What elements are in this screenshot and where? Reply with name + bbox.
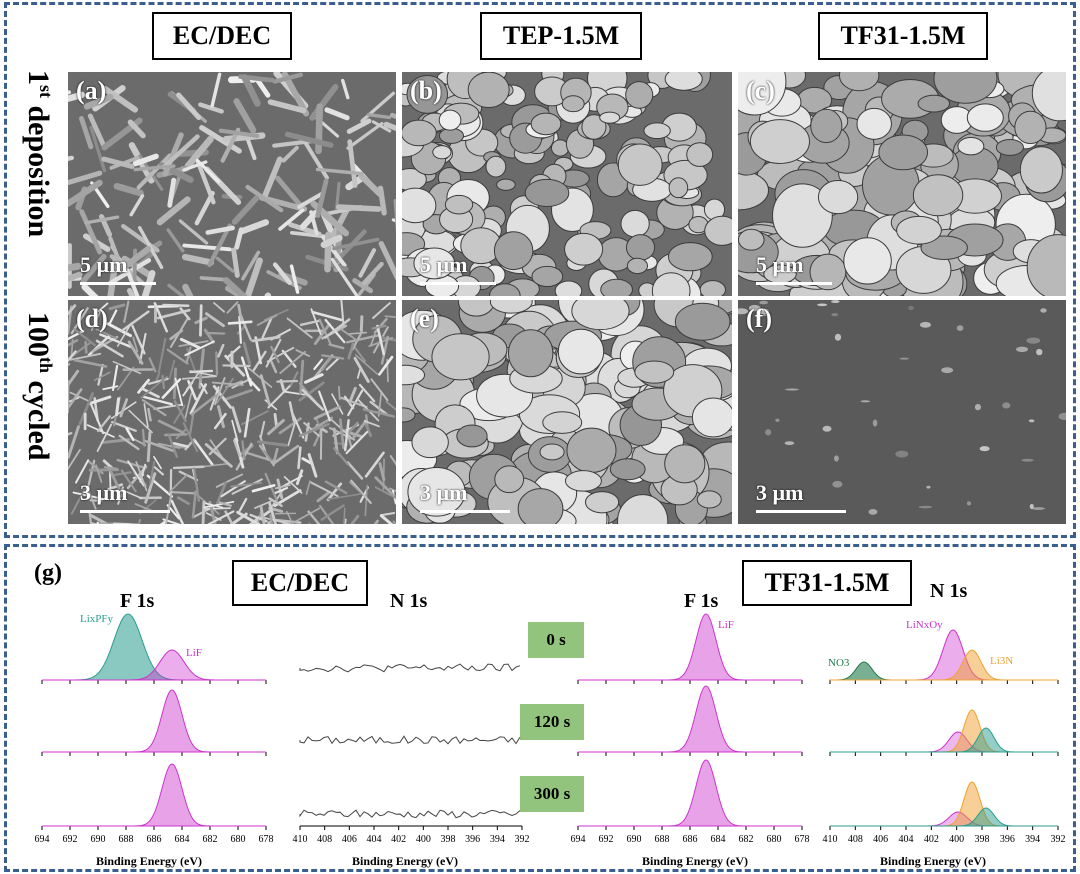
panel-letter: (e) <box>410 304 439 333</box>
header-ecdec: EC/DEC <box>152 12 292 60</box>
sem-texture <box>738 300 1066 515</box>
scale-bar: 5 µm <box>756 252 832 285</box>
sem-texture <box>738 72 1066 296</box>
sem-panel-b: (b) 5 µm <box>402 72 732 296</box>
axis-label-1: Binding Energy (eV) <box>96 854 203 868</box>
sem-panel-a: (a) 5 µm <box>68 72 396 296</box>
time-tag-120: 120 s <box>520 704 584 740</box>
panel-letter: (c) <box>746 76 775 105</box>
xps-box-ecdec: EC/DEC <box>232 560 368 606</box>
header-tf31: TF31-1.5M <box>818 12 988 60</box>
panel-letter: (b) <box>410 76 442 105</box>
sem-texture <box>68 72 396 296</box>
row-label-deposition: 1st deposition <box>22 70 56 238</box>
time-tag-0: 0 s <box>528 622 584 658</box>
axis-label-4: Binding Energy (eV) <box>880 854 987 868</box>
title-f1s-left: F 1s <box>120 590 155 612</box>
bottom-frame <box>4 544 1076 872</box>
sem-texture <box>402 72 732 296</box>
axis-label-3: Binding Energy (eV) <box>642 854 749 868</box>
title-n1s-right: N 1s <box>930 580 968 602</box>
panel-letter: (f) <box>746 304 772 333</box>
sem-texture <box>68 300 396 524</box>
scale-bar: 3 µm <box>756 480 846 513</box>
sem-panel-c: (c) 5 µm <box>738 72 1066 296</box>
header-tep: TEP-1.5M <box>480 12 642 60</box>
scale-bar: 3 µm <box>420 480 510 513</box>
scale-bar: 3 µm <box>80 480 170 513</box>
axis-label-2: Binding Energy (eV) <box>352 854 459 868</box>
title-n1s-left: N 1s <box>390 590 428 612</box>
top-frame <box>4 2 1076 538</box>
time-tag-300: 300 s <box>520 776 584 812</box>
title-f1s-right: F 1s <box>684 590 719 612</box>
sem-panel-e: (e) 3 µm <box>402 300 732 524</box>
panel-letter: (d) <box>76 304 108 333</box>
scale-bar: 5 µm <box>420 252 496 285</box>
row-label-cycled: 100th cycled <box>22 312 56 461</box>
sem-panel-f: (f) 3 µm <box>738 300 1066 524</box>
panel-label-g: (g) <box>34 560 62 586</box>
xps-box-tf31: TF31-1.5M <box>742 560 912 606</box>
sem-texture <box>402 300 732 524</box>
scale-bar: 5 µm <box>80 252 156 285</box>
sem-panel-d: (d) 3 µm <box>68 300 396 524</box>
panel-letter: (a) <box>76 76 107 105</box>
